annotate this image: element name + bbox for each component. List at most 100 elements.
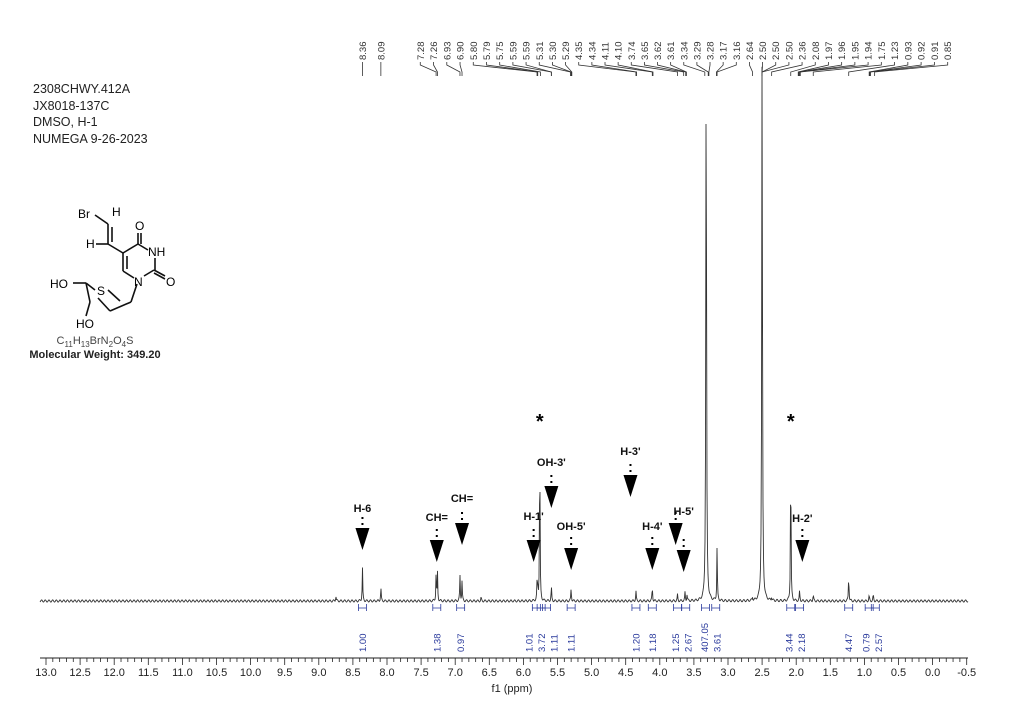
peak-label-leader	[696, 62, 709, 76]
integral-bracket	[681, 604, 691, 611]
integral-bracket	[456, 604, 466, 611]
atom-nh: NH	[148, 245, 165, 259]
integral-bracket	[701, 604, 710, 611]
arrow-icon	[355, 528, 370, 550]
integral-bracket	[531, 604, 541, 611]
x-tick-label: 5.5	[550, 667, 565, 679]
peak-label-leader	[419, 62, 437, 76]
solvent-nucleus: DMSO, H-1	[33, 115, 98, 129]
x-tick-label: 4.0	[652, 667, 667, 679]
peak-label-leader	[868, 62, 909, 76]
atom-n: N	[134, 275, 143, 289]
x-tick-label: 6.0	[516, 667, 531, 679]
peak-assignment: H-2'	[792, 513, 813, 525]
x-tick-label: 2.0	[789, 667, 804, 679]
peak-label-leader	[749, 62, 753, 76]
peak-label: 2.08	[811, 42, 822, 61]
peak-label: 4.35	[574, 42, 585, 61]
peak-assignment: H-5'	[673, 506, 694, 518]
x-tick-label: 0.5	[891, 667, 906, 679]
peak-label: 5.75	[495, 42, 506, 61]
peak-label-leader	[499, 62, 541, 76]
peak-label: 2.50	[758, 42, 769, 61]
integral-value: 0.97	[456, 634, 467, 653]
x-tick-label: 8.5	[345, 667, 360, 679]
peak-label: 6.90	[456, 42, 467, 61]
x-tick-label: 9.0	[311, 667, 326, 679]
peak-label-leader	[708, 62, 711, 76]
spectrum-trace	[39, 66, 969, 603]
x-tick-label: 8.0	[379, 667, 394, 679]
peak-label: 1.96	[837, 42, 848, 61]
peak-label: 3.74	[627, 42, 638, 61]
peak-label-leader	[459, 62, 463, 76]
integral-value: 4.47	[844, 634, 855, 653]
arrow-icon	[668, 523, 683, 545]
integral-bracket	[795, 604, 805, 611]
x-tick-label: 10.5	[206, 667, 227, 679]
peak-label-leader	[771, 62, 803, 76]
peak-label-leader	[848, 62, 895, 76]
solvent-marker: *	[536, 411, 544, 433]
peak-label-leader	[716, 62, 724, 76]
arrow-icon	[564, 548, 579, 570]
arrow-icon	[455, 523, 470, 545]
atom-s: S	[97, 284, 105, 298]
x-tick-label: 11.5	[138, 667, 159, 679]
compound-id: JX8018-137C	[33, 98, 110, 113]
integral-value: 1.20	[631, 634, 642, 653]
solvent-marker: *	[787, 411, 795, 433]
x-tick-label: 0.0	[925, 667, 940, 679]
integral-bracket	[673, 604, 682, 611]
x-tick-label: 13.0	[35, 667, 56, 679]
peak-label-leader	[486, 62, 539, 76]
peak-label: 7.28	[416, 42, 427, 61]
peak-label: 2.50	[784, 42, 795, 61]
peak-label: 3.17	[719, 42, 730, 61]
integral-bracket	[566, 604, 576, 611]
peak-label-leader	[538, 62, 571, 76]
sample-id: 2308CHWY.412A	[33, 82, 131, 96]
integral-value: 1.25	[671, 634, 682, 653]
peak-label-leader	[790, 62, 816, 76]
peak-label-leader	[812, 62, 882, 76]
peak-label: 3.65	[640, 42, 651, 61]
peak-label-leader	[670, 62, 687, 76]
x-tick-label: 9.5	[277, 667, 292, 679]
peak-label-leader	[874, 62, 949, 76]
sample-info: 2308CHWY.412A JX8018-137C DMSO, H-1 NUME…	[33, 81, 148, 147]
lab-date: NUMEGA 9-26-2023	[33, 131, 148, 146]
peak-label-leader	[525, 62, 552, 76]
peak-label: 1.75	[877, 42, 888, 61]
peak-assignment: H-3'	[620, 446, 641, 458]
peak-label: 0.92	[917, 42, 928, 61]
x-tick-label: 7.0	[448, 667, 463, 679]
peak-label: 3.29	[692, 42, 703, 61]
atom-h: H	[86, 237, 95, 251]
peak-label: 4.34	[587, 42, 598, 61]
x-tick-label: 5.0	[584, 667, 599, 679]
peak-label-leader	[591, 62, 638, 76]
integral-bracket	[870, 604, 880, 611]
x-tick-label: 7.5	[413, 667, 428, 679]
integral-value: 2.18	[797, 634, 808, 653]
peak-label: 4.11	[601, 42, 612, 60]
peak-label-leader	[657, 62, 687, 76]
integral-value: 407.05	[700, 623, 711, 652]
integral-value: 1.18	[648, 634, 659, 653]
integral-value: 1.11	[549, 634, 560, 652]
peak-label: 3.34	[679, 42, 690, 61]
atom-o: O	[135, 219, 144, 233]
peak-label: 5.79	[482, 42, 493, 61]
peak-assignment: H-1'	[523, 511, 544, 523]
peak-label-leader	[446, 62, 461, 76]
x-tick-label: 12.5	[69, 667, 90, 679]
peak-assignment: H-6	[354, 503, 372, 515]
arrow-icon	[526, 540, 541, 562]
arrow-icon	[429, 540, 444, 562]
x-tick-label: 10.0	[240, 667, 261, 679]
x-tick-label: 4.5	[618, 667, 633, 679]
integral-bracket	[432, 604, 442, 611]
atom-h: H	[112, 205, 121, 219]
peak-label: 0.85	[943, 42, 954, 61]
